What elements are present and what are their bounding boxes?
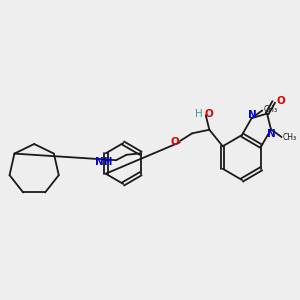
- Text: NH: NH: [95, 157, 112, 167]
- Text: O: O: [171, 137, 180, 147]
- Text: N: N: [268, 129, 276, 139]
- Text: N: N: [248, 110, 257, 119]
- Text: O: O: [205, 109, 214, 119]
- Text: O: O: [276, 96, 285, 106]
- Text: H: H: [195, 109, 203, 119]
- Text: CH₃: CH₃: [263, 105, 278, 114]
- Text: CH₃: CH₃: [283, 133, 297, 142]
